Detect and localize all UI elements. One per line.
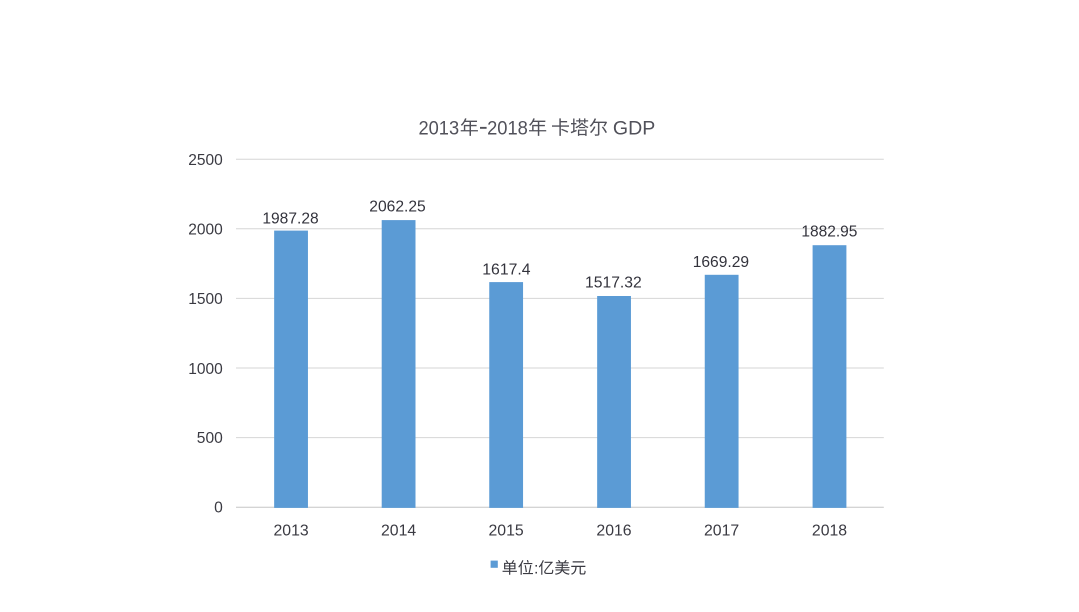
svg-text:2014: 2014 xyxy=(381,523,416,540)
svg-text:1517.32: 1517.32 xyxy=(585,275,642,292)
svg-text:500: 500 xyxy=(197,430,223,447)
svg-text:2062.25: 2062.25 xyxy=(369,198,426,215)
svg-text:1000: 1000 xyxy=(188,361,223,378)
svg-text:1882.95: 1882.95 xyxy=(801,224,857,241)
svg-text:2018: 2018 xyxy=(487,118,528,139)
svg-text::: : xyxy=(534,561,538,578)
svg-text:2013: 2013 xyxy=(274,523,309,540)
svg-text:GDP: GDP xyxy=(613,118,655,139)
svg-text:2500: 2500 xyxy=(188,152,223,169)
svg-text:2018: 2018 xyxy=(812,523,847,540)
svg-text:2017: 2017 xyxy=(704,523,739,540)
svg-text:1500: 1500 xyxy=(188,291,223,308)
svg-text:0: 0 xyxy=(214,500,223,517)
svg-text:1987.28: 1987.28 xyxy=(262,210,318,227)
svg-text:2013: 2013 xyxy=(419,118,460,139)
svg-text:1617.4: 1617.4 xyxy=(482,261,530,278)
svg-text:2015: 2015 xyxy=(489,523,524,540)
svg-text:1669.29: 1669.29 xyxy=(693,254,749,271)
svg-text:2000: 2000 xyxy=(188,222,223,239)
svg-text:2016: 2016 xyxy=(596,523,631,540)
